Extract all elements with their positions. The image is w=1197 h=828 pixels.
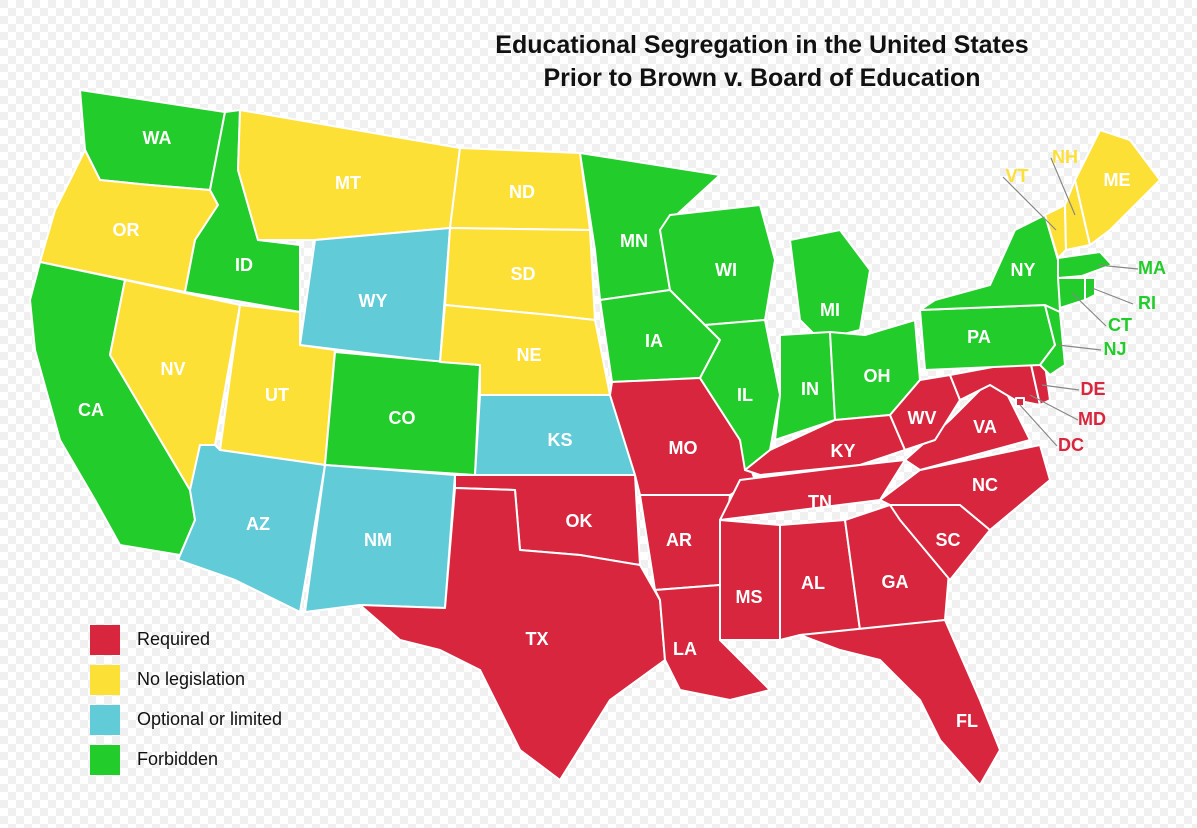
map-title: Educational Segregation in the United St…: [495, 31, 1028, 59]
state-label: CA: [78, 400, 104, 420]
state: [359, 487, 666, 781]
state-label: NY: [1010, 260, 1035, 280]
state: [774, 331, 836, 441]
state-label: NH: [1052, 147, 1078, 167]
state: [1057, 277, 1086, 309]
state-label: RI: [1138, 293, 1156, 313]
state-label: ND: [509, 182, 535, 202]
leader-line: [1029, 394, 1079, 421]
state-label: MI: [820, 300, 840, 320]
state-label: OH: [864, 366, 891, 386]
state-label: SD: [510, 264, 535, 284]
state-label: TX: [525, 629, 548, 649]
legend-swatch: [90, 745, 120, 775]
state-label: AZ: [246, 514, 270, 534]
state-label: SC: [935, 530, 960, 550]
legend-label: No legislation: [137, 669, 245, 689]
state: [1084, 277, 1096, 301]
leader-line: [1041, 384, 1080, 391]
state: [789, 229, 871, 341]
state-label: NM: [364, 530, 392, 550]
state-labels: WA OR CA ID NV UT AZ MT WY CO NM ND SD NE KS OK TX MN IA MO…: [78, 128, 1166, 731]
state: [879, 444, 1051, 531]
state: [919, 214, 1061, 313]
leader-line: [1057, 344, 1102, 351]
legend: Required No legislation Optional or limite…: [90, 625, 282, 775]
legend-swatch: [90, 705, 120, 735]
legend-label: Forbidden: [137, 749, 218, 769]
leader-line: [1071, 292, 1107, 327]
state-label: OK: [566, 511, 593, 531]
state-label: IN: [801, 379, 819, 399]
state-label: CO: [389, 408, 416, 428]
leader-line: [1091, 287, 1134, 305]
state: [1057, 251, 1113, 279]
state-label: NE: [516, 345, 541, 365]
state: [1074, 129, 1161, 246]
legend-label: Optional or limited: [137, 709, 282, 729]
state-label: MN: [620, 231, 648, 251]
state-label: WV: [908, 408, 937, 428]
state-label: AR: [666, 530, 692, 550]
state-label: WY: [359, 291, 388, 311]
state-label: KS: [547, 430, 572, 450]
state: [719, 519, 781, 641]
state-label: VA: [973, 417, 997, 437]
state-label: MD: [1078, 409, 1106, 429]
state-label: KY: [830, 441, 855, 461]
state-label: GA: [882, 572, 909, 592]
state-label: UT: [265, 385, 289, 405]
state-label: PA: [967, 327, 991, 347]
states: [29, 89, 1161, 786]
state-label: CT: [1108, 315, 1132, 335]
leader-line: [1097, 264, 1139, 270]
legend-label: Required: [137, 629, 210, 649]
leader-line: [1019, 404, 1058, 447]
state: [1015, 397, 1025, 407]
state-label: NC: [972, 475, 998, 495]
state: [719, 459, 906, 521]
state-label: NJ: [1103, 339, 1126, 359]
legend-swatch: [90, 665, 120, 695]
state-label: LA: [673, 639, 697, 659]
state-label: WI: [715, 260, 737, 280]
state-label: MA: [1138, 258, 1166, 278]
state-label: ID: [235, 255, 253, 275]
state-label: ME: [1104, 170, 1131, 190]
state-label: MT: [335, 173, 361, 193]
state-label: FL: [956, 711, 978, 731]
state: [799, 619, 1001, 786]
state-label: VT: [1005, 166, 1028, 186]
leader-line: [1050, 157, 1076, 216]
state-label: MS: [736, 587, 763, 607]
state-label: OR: [113, 220, 140, 240]
map-subtitle: Prior to Brown v. Board of Education: [543, 64, 980, 92]
legend-swatch: [90, 625, 120, 655]
state: [177, 444, 326, 613]
state-label: AL: [801, 573, 825, 593]
state-label: DC: [1058, 435, 1084, 455]
state-label: TN: [808, 492, 832, 512]
state-label: IL: [737, 385, 753, 405]
state-label: WA: [143, 128, 172, 148]
state-label: NV: [160, 359, 185, 379]
state-label: MO: [669, 438, 698, 458]
leader-line: [1002, 176, 1057, 231]
state-label: IA: [645, 331, 663, 351]
state-label: DE: [1080, 379, 1105, 399]
